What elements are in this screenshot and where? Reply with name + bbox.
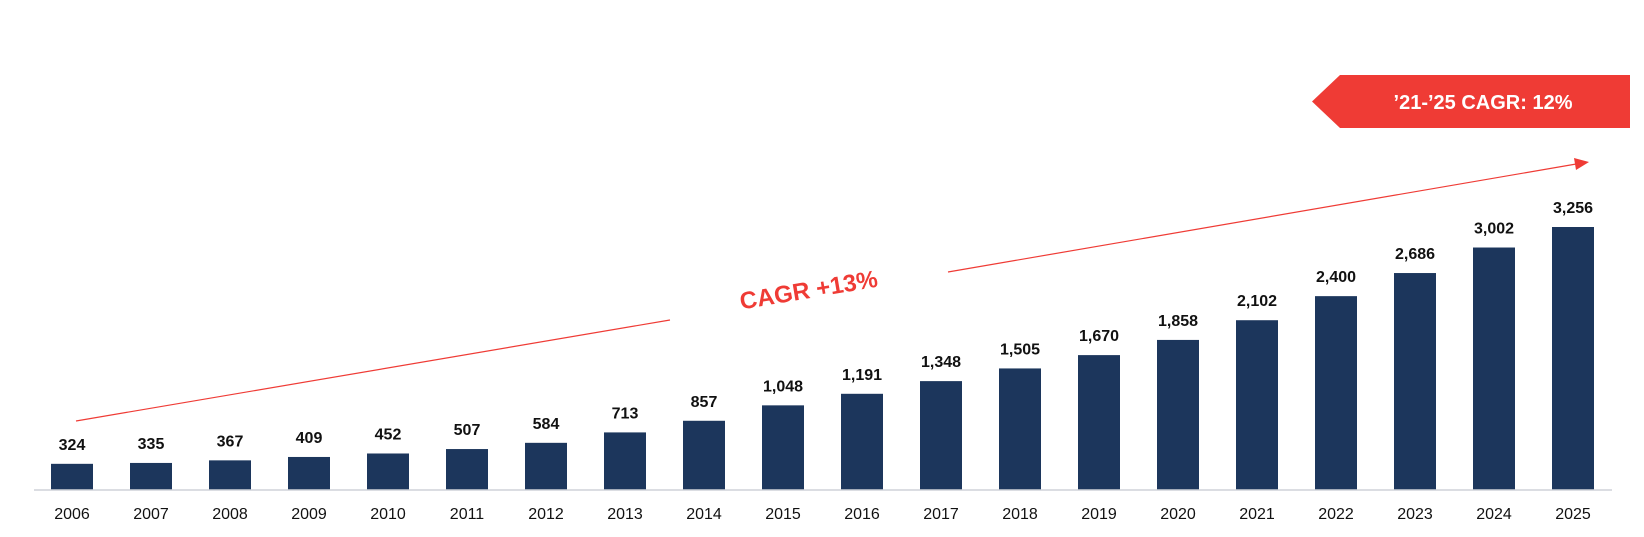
value-label-2007: 335	[138, 436, 165, 453]
value-label-2024: 3,002	[1474, 221, 1514, 238]
value-label-2017: 1,348	[921, 354, 961, 371]
value-label-2016: 1,191	[842, 367, 882, 384]
x-tick-label-2021: 2021	[1239, 506, 1275, 523]
x-tick-label-2018: 2018	[1002, 506, 1038, 523]
x-tick-label-2006: 2006	[54, 506, 90, 523]
x-tick-label-2010: 2010	[370, 506, 406, 523]
value-label-2018: 1,505	[1000, 341, 1040, 358]
x-tick-label-2015: 2015	[765, 506, 801, 523]
bar-2017	[920, 381, 962, 490]
x-tick-label-2009: 2009	[291, 506, 327, 523]
bar-2006	[51, 463, 93, 490]
value-label-2019: 1,670	[1079, 328, 1119, 345]
x-tick-label-2008: 2008	[212, 506, 248, 523]
cagr-trend-arrowhead	[1574, 158, 1589, 170]
x-tick-label-2017: 2017	[923, 506, 959, 523]
bars-group	[51, 227, 1594, 490]
bar-2021	[1236, 320, 1278, 490]
value-label-2009: 409	[296, 430, 323, 447]
recent-cagr-badge-shape	[1312, 75, 1630, 128]
x-tick-label-2019: 2019	[1081, 506, 1117, 523]
cagr-trend-annotation: CAGR +13%	[75, 158, 1589, 422]
value-labels-group: 324 335 367 409 452 507 584 713 857 1,048 1,191 1,3…	[59, 200, 1593, 454]
x-tick-label-2016: 2016	[844, 506, 880, 523]
value-label-2023: 2,686	[1395, 246, 1435, 263]
recent-cagr-badge-label: ’21-’25 CAGR: 12%	[1394, 92, 1573, 114]
bar-2009	[288, 456, 330, 490]
value-label-2008: 367	[217, 433, 244, 450]
x-tick-label-2022: 2022	[1318, 506, 1354, 523]
x-tick-label-2020: 2020	[1160, 506, 1196, 523]
bar-2010	[367, 453, 409, 490]
value-label-2013: 713	[612, 405, 639, 422]
bar-2024	[1473, 247, 1515, 490]
cagr-overall-label: CAGR +13%	[738, 266, 880, 316]
bar-2007	[130, 462, 172, 490]
value-label-2011: 507	[454, 422, 481, 439]
bar-2022	[1315, 296, 1357, 490]
value-label-2015: 1,048	[763, 378, 803, 395]
x-tick-label-2024: 2024	[1476, 506, 1512, 523]
x-tick-label-2007: 2007	[133, 506, 169, 523]
bar-2013	[604, 432, 646, 490]
recent-cagr-badge: ’21-’25 CAGR: 12%	[1312, 75, 1630, 128]
value-label-2020: 1,858	[1158, 313, 1198, 330]
bar-2011	[446, 449, 488, 490]
x-tick-labels-group: 2006 2007 2008 2009 2010 2011 2012 2013 2014 2015…	[54, 506, 1591, 523]
x-tick-label-2011: 2011	[450, 506, 485, 523]
bar-2014	[683, 420, 725, 490]
value-label-2010: 452	[375, 426, 402, 443]
value-label-2006: 324	[59, 437, 86, 454]
bar-2025	[1552, 227, 1594, 490]
value-label-2014: 857	[691, 394, 718, 411]
cagr-trend-line-right	[947, 162, 1583, 273]
cagr-trend-line-left	[75, 319, 671, 422]
x-tick-label-2025: 2025	[1555, 506, 1591, 523]
x-tick-label-2014: 2014	[686, 506, 722, 523]
bar-2019	[1078, 355, 1120, 490]
bar-2018	[999, 368, 1041, 490]
value-label-2021: 2,102	[1237, 293, 1277, 310]
value-label-2025: 3,256	[1553, 200, 1593, 217]
bar-2023	[1394, 273, 1436, 490]
x-tick-label-2023: 2023	[1397, 506, 1433, 523]
bar-2016	[841, 393, 883, 490]
x-tick-label-2012: 2012	[528, 506, 564, 523]
value-label-2022: 2,400	[1316, 269, 1356, 286]
bar-2020	[1157, 339, 1199, 490]
x-tick-label-2013: 2013	[607, 506, 643, 523]
bar-2008	[209, 460, 251, 490]
bar-2015	[762, 405, 804, 490]
value-label-2012: 584	[533, 416, 560, 433]
bar-2012	[525, 442, 567, 490]
